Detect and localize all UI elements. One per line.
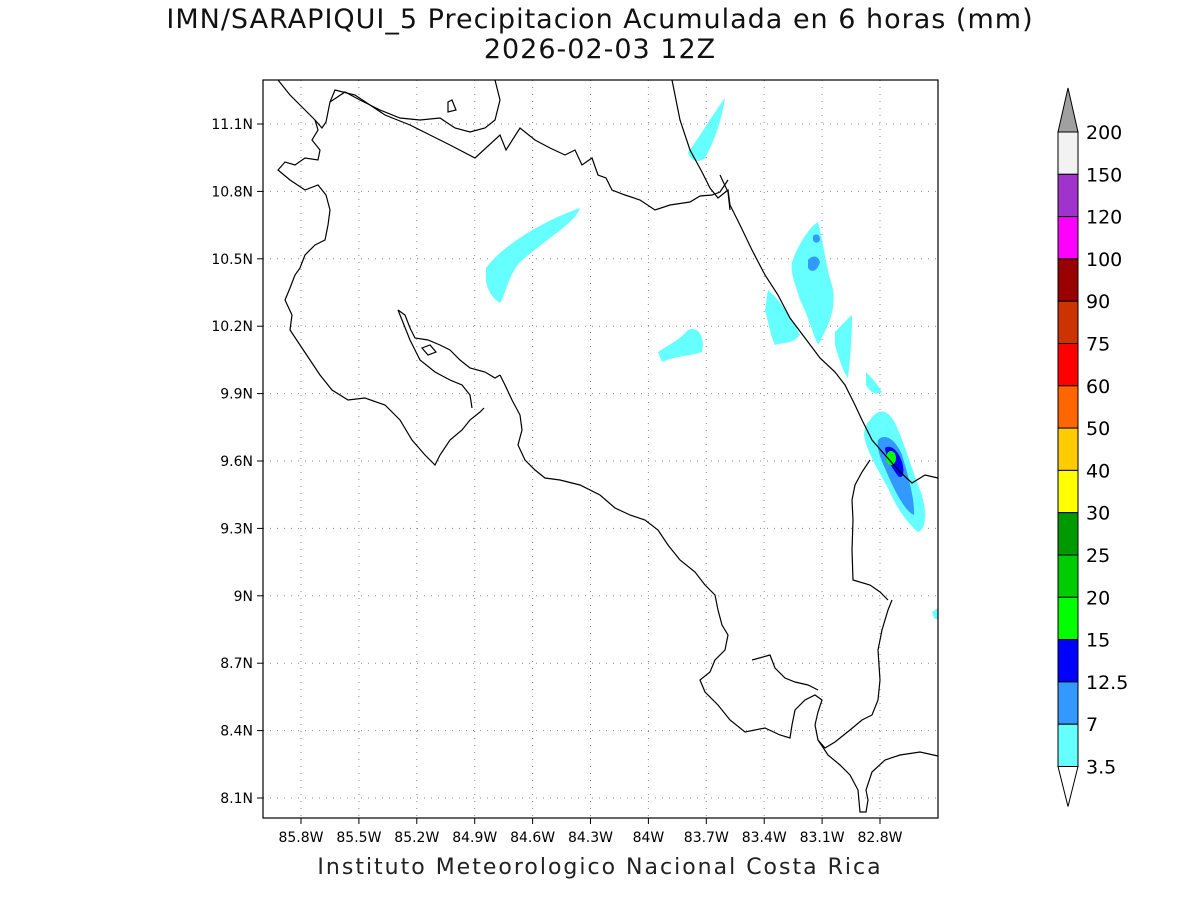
legend-level-label: 60: [1086, 376, 1110, 398]
legend-level-label: 200: [1086, 122, 1122, 144]
legend-value-labels: 200 150 120 100 90 75 60 50 40 30 25 20 15 12.5 7 3.5: [1086, 122, 1128, 779]
legend-top-arrow: [1057, 87, 1079, 133]
precipitation-shading: [486, 98, 938, 620]
legend-level-label: 50: [1086, 418, 1110, 440]
lat-tick-label: 9.9N: [220, 387, 253, 403]
pacific-northwest-coast: [277, 119, 485, 467]
legend-color-box: [1057, 427, 1079, 471]
legend-color-box: [1057, 173, 1079, 218]
legend-level-label: 15: [1086, 630, 1110, 652]
caribbean-coast: [671, 79, 939, 484]
lon-tick-label: 84W: [633, 830, 665, 846]
legend-level-label: 12.5: [1086, 672, 1128, 694]
lat-tick-label: 10.8N: [211, 184, 253, 200]
lon-tick-label: 83.4W: [742, 830, 787, 846]
legend-color-box: [1057, 385, 1079, 429]
legend-level-label: 3.5: [1086, 757, 1116, 779]
legend-level-label: 40: [1086, 460, 1110, 482]
legend-color-box: [1057, 469, 1079, 514]
lat-tick-label: 10.5N: [211, 252, 253, 268]
color-scale-legend: 200 150 120 100 90 75 60 50 40 30 25 20 15 12.5 7 3.5: [1057, 87, 1128, 807]
precip-peak-limon: [886, 451, 896, 465]
lat-tick-label: 8.7N: [220, 656, 253, 672]
central-pacific-coast: [499, 374, 939, 813]
legend-color-box: [1057, 596, 1079, 641]
map-subtitle-date: 2026-02-03 12Z: [483, 34, 717, 65]
legend-color-box: [1057, 300, 1079, 344]
legend-level-label: 20: [1086, 587, 1110, 609]
axis-ticks: [257, 123, 881, 824]
legend-bottom-arrow: [1057, 766, 1079, 807]
legend-level-label: 75: [1086, 334, 1110, 356]
golfito-shore: [817, 599, 893, 749]
legend-level-label: 30: [1086, 503, 1110, 525]
legend-level-label: 150: [1086, 164, 1122, 186]
precip-area-caribbean-1: [765, 290, 800, 345]
lake-shore: [329, 79, 501, 133]
coastline: [277, 79, 939, 813]
precip-area-plains: [486, 208, 580, 303]
lat-tick-label: 11.1N: [211, 117, 253, 133]
legend-level-label: 100: [1086, 249, 1122, 271]
lon-tick-label: 82.8W: [857, 830, 902, 846]
legend-color-boxes: [1057, 87, 1079, 807]
lat-tick-label: 10.2N: [211, 319, 253, 335]
legend-color-box: [1057, 131, 1079, 175]
precip-area-north-coast: [688, 98, 725, 161]
lat-tick-label: 9.3N: [220, 521, 253, 537]
map-frame: [262, 79, 939, 819]
lake-island: [447, 99, 457, 113]
map-title: IMN/SARAPIQUI_5 Precipitacion Acumulada …: [166, 4, 1034, 35]
latitude-labels: 11.1N 10.8N 10.5N 10.2N 9.9N 9.6N 9.3N 9N 8.7N 8.…: [211, 117, 253, 807]
precip-area-east-edge: [932, 608, 938, 620]
legend-color-box: [1057, 681, 1079, 725]
lat-tick-label: 8.4N: [220, 724, 253, 740]
legend-color-box: [1057, 512, 1079, 556]
longitude-labels: 85.8W 85.5W 85.2W 84.9W 84.6W 84.3W 84W 83.7W 83…: [278, 830, 902, 846]
legend-level-label: 7: [1086, 714, 1098, 736]
lon-tick-label: 83.7W: [684, 830, 729, 846]
lat-tick-label: 9.6N: [220, 454, 253, 470]
lat-tick-label: 8.1N: [220, 791, 253, 807]
lon-tick-label: 85.8W: [278, 830, 323, 846]
osa-peninsula: [751, 654, 819, 691]
nicoya-inner: [397, 309, 473, 409]
precip-area-central: [658, 329, 703, 362]
lon-tick-label: 84.9W: [452, 830, 497, 846]
gulf-island: [420, 344, 438, 356]
lon-tick-label: 84.6W: [510, 830, 555, 846]
lon-tick-label: 85.5W: [336, 830, 381, 846]
legend-level-label: 25: [1086, 545, 1110, 567]
legend-color-box: [1057, 639, 1079, 683]
legend-color-box: [1057, 554, 1079, 598]
institution-footer: Instituto Meteorologico Nacional Costa R…: [317, 855, 883, 880]
legend-level-label: 90: [1086, 291, 1110, 313]
precip-area-caribbean-4: [866, 372, 882, 394]
legend-color-box: [1057, 723, 1079, 768]
lon-tick-label: 83.1W: [800, 830, 845, 846]
nicoya-gulf: [397, 309, 501, 379]
lon-tick-label: 85.2W: [394, 830, 439, 846]
legend-color-box: [1057, 216, 1079, 260]
precip-area-caribbean-2: [791, 222, 834, 345]
legend-color-box: [1057, 258, 1079, 302]
nicaragua-border-and-lake: [277, 79, 729, 211]
legend-level-label: 120: [1086, 207, 1122, 229]
lat-tick-label: 9N: [234, 589, 253, 605]
lon-tick-label: 84.3W: [568, 830, 613, 846]
border-north: [719, 174, 731, 211]
map-gridlines: [263, 80, 938, 818]
precip-moderate-caribbean-2: [813, 234, 820, 243]
panama-border: [851, 459, 889, 601]
precip-moderate-caribbean: [808, 256, 820, 271]
precip-area-caribbean-3: [835, 315, 852, 378]
legend-color-box: [1057, 343, 1079, 387]
